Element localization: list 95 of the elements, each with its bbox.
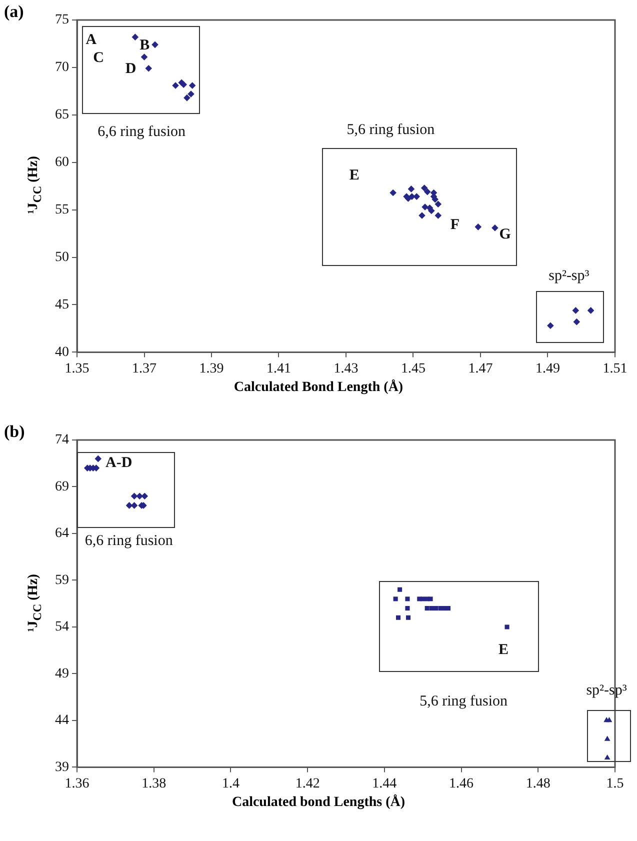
point [408,186,415,192]
point [140,54,148,60]
y-tick-label: 54 [55,620,69,635]
point [434,212,442,219]
annotation: E [498,642,509,658]
chart-title: (b) [4,422,25,442]
point [94,455,102,462]
point [413,193,420,200]
point [572,307,580,314]
point [606,717,612,722]
x-tick-label: 1.38 [142,776,166,792]
annotation: sp²-sp³ [548,268,590,284]
annotation: 5,6 ring fusion [420,694,508,710]
y-tick-label: 55 [55,202,69,218]
point [424,606,430,611]
y-tick-label: 60 [55,155,69,170]
point [573,318,580,326]
point [405,596,410,602]
y-tick-label: 74 [55,432,69,448]
point [136,492,144,500]
point [446,606,450,611]
annotation: E [349,168,360,184]
point [184,94,190,102]
annotation: 5,6 ring fusion [346,122,436,138]
x-tick-label: 1.4 [222,776,240,792]
point [188,82,196,89]
point [492,224,498,232]
y-tick-label: 39 [55,760,69,775]
annotation: B [140,38,150,54]
annotation: D [125,61,136,78]
point [547,322,554,330]
point [428,596,433,602]
y-tick-label: 65 [55,108,69,123]
y-tick-label: 44 [55,713,69,728]
point [406,615,411,620]
y-tick-label: 59 [55,572,69,588]
point [474,224,482,230]
x-tick-label: 1.36 [64,776,90,792]
x-tick-label: 1.45 [401,361,426,376]
y-tick-label: 75 [55,12,69,28]
y-tick-label: 40 [55,344,69,360]
point [420,184,428,192]
point [132,34,139,40]
y-tick-label: 70 [55,60,69,76]
point [424,188,431,196]
point [396,615,401,620]
y-tick-label: 69 [55,479,69,494]
point [420,596,426,602]
point [390,189,396,196]
point [434,606,438,611]
x-tick-label: 1.41 [266,361,291,376]
point [604,754,610,760]
annotation: C [93,50,104,66]
point [172,82,179,89]
annotation: G [499,226,512,242]
y-tick-label: 50 [55,250,69,265]
y-tick-label: 45 [55,297,69,312]
point [130,502,138,509]
annotation: A-D [106,455,132,472]
point [141,492,148,500]
x-axis-title: Calculated Bond Length (Å) [232,380,404,396]
x-tick-label: 1.44 [372,776,397,792]
x-tick-label: 1.49 [536,361,560,376]
annotation: F [450,216,460,233]
point [393,596,398,602]
x-tick-label: 1.35 [64,361,90,376]
point [418,212,426,219]
x-tick-label: 1.42 [295,776,320,792]
point [398,587,402,592]
annotation: A [86,32,97,48]
chart-title: (a) [4,2,24,22]
point [130,492,138,500]
x-tick-label: 1.5 [606,776,624,792]
point [504,624,510,630]
x-tick-label: 1.47 [468,361,493,376]
x-tick-label: 1.43 [334,361,358,376]
x-tick-label: 1.46 [449,776,474,792]
y-tick-label: 49 [55,666,69,682]
x-tick-label: 1.37 [132,361,156,376]
y-tick-label: 64 [55,526,69,542]
point [126,502,133,509]
point [145,65,152,72]
point [408,193,416,200]
point [188,90,194,98]
x-tick-label: 1.48 [526,776,550,792]
annotation: 6,6 ring fusion [84,532,174,549]
point [604,736,610,741]
x-tick-label: 1.51 [602,361,628,376]
annotation: 6,6 ring fusion [98,124,186,140]
point [405,606,410,611]
point [152,41,158,48]
point [434,200,442,208]
x-axis-title: Calculated bond Lengths (Å) [230,795,406,812]
point [587,307,594,314]
x-tick-label: 1.39 [199,361,224,376]
